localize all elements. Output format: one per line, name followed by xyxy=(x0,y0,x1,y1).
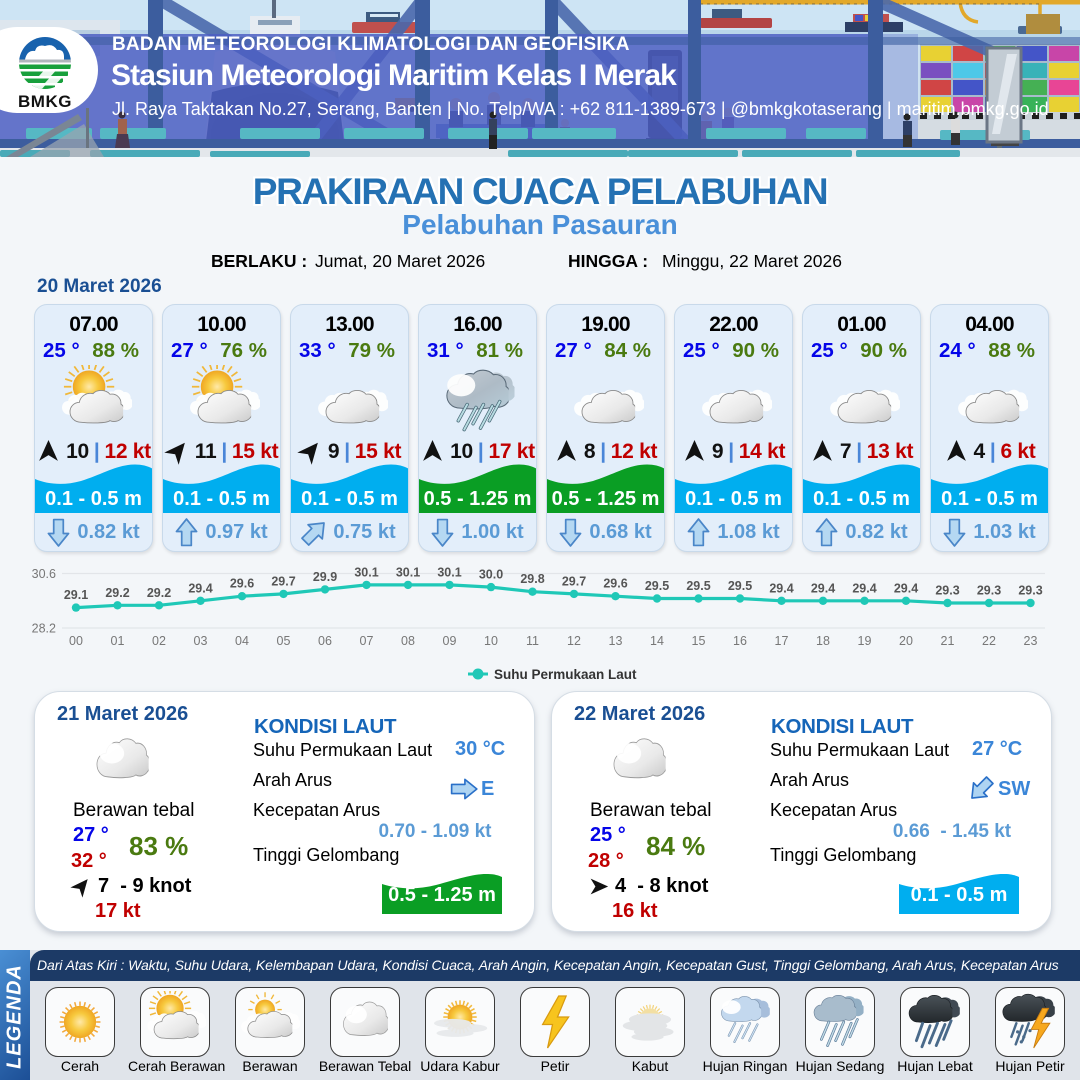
svg-text:15: 15 xyxy=(692,634,706,648)
svg-text:23: 23 xyxy=(1024,634,1038,648)
svg-text:29.1: 29.1 xyxy=(64,588,88,602)
svg-text:08: 08 xyxy=(401,634,415,648)
svg-text:03: 03 xyxy=(194,634,208,648)
svg-text:BMKG: BMKG xyxy=(18,92,72,111)
svg-text:29.6: 29.6 xyxy=(603,577,627,591)
svg-text:29.3: 29.3 xyxy=(1018,584,1042,598)
svg-text:22: 22 xyxy=(982,634,996,648)
svg-text:00: 00 xyxy=(69,634,83,648)
svg-text:29.2: 29.2 xyxy=(147,586,171,600)
svg-text:29.5: 29.5 xyxy=(686,579,710,593)
svg-text:29.3: 29.3 xyxy=(977,584,1001,598)
svg-text:09: 09 xyxy=(443,634,457,648)
svg-text:07: 07 xyxy=(360,634,374,648)
svg-text:19: 19 xyxy=(858,634,872,648)
svg-text:29.2: 29.2 xyxy=(105,586,129,600)
svg-text:28.2: 28.2 xyxy=(32,622,56,636)
svg-text:29.4: 29.4 xyxy=(894,581,918,595)
svg-text:29.3: 29.3 xyxy=(935,584,959,598)
svg-text:14: 14 xyxy=(650,634,664,648)
svg-text:29.4: 29.4 xyxy=(811,581,835,595)
svg-text:30.1: 30.1 xyxy=(354,565,378,579)
svg-text:16: 16 xyxy=(733,634,747,648)
svg-text:17: 17 xyxy=(775,634,789,648)
svg-text:21: 21 xyxy=(941,634,955,648)
svg-text:04: 04 xyxy=(235,634,249,648)
svg-text:30.6: 30.6 xyxy=(32,567,56,581)
svg-text:10: 10 xyxy=(484,634,498,648)
svg-text:Suhu Permukaan Laut: Suhu Permukaan Laut xyxy=(494,667,637,682)
svg-text:29.6: 29.6 xyxy=(230,577,254,591)
svg-text:20: 20 xyxy=(899,634,913,648)
svg-text:05: 05 xyxy=(277,634,291,648)
svg-text:29.9: 29.9 xyxy=(313,570,337,584)
svg-text:01: 01 xyxy=(111,634,125,648)
svg-text:29.5: 29.5 xyxy=(645,579,669,593)
svg-text:29.8: 29.8 xyxy=(520,572,544,586)
svg-text:29.5: 29.5 xyxy=(728,579,752,593)
svg-text:18: 18 xyxy=(816,634,830,648)
svg-text:29.4: 29.4 xyxy=(769,581,793,595)
svg-text:30.0: 30.0 xyxy=(479,568,503,582)
svg-text:13: 13 xyxy=(609,634,623,648)
svg-text:30.1: 30.1 xyxy=(396,565,420,579)
svg-text:29.7: 29.7 xyxy=(271,574,295,588)
svg-text:29.4: 29.4 xyxy=(188,581,212,595)
svg-text:12: 12 xyxy=(567,634,581,648)
svg-text:11: 11 xyxy=(526,634,539,648)
svg-text:06: 06 xyxy=(318,634,332,648)
svg-text:02: 02 xyxy=(152,634,166,648)
svg-text:29.4: 29.4 xyxy=(852,581,876,595)
svg-text:29.7: 29.7 xyxy=(562,574,586,588)
svg-text:30.1: 30.1 xyxy=(437,565,461,579)
